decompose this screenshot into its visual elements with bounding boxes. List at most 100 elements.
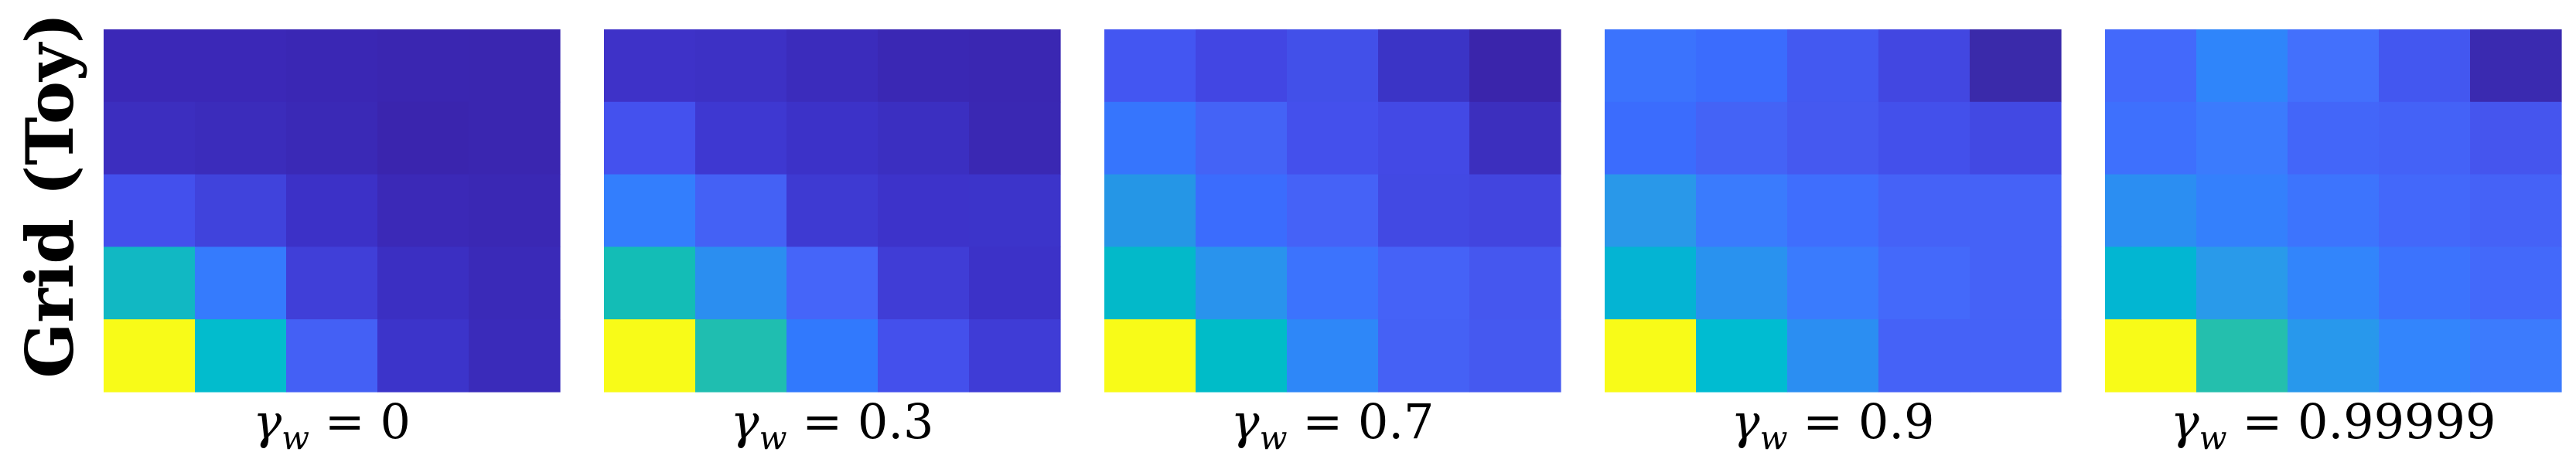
- heatmap-cell: [878, 101, 970, 175]
- heatmap-cell: [1287, 101, 1379, 175]
- caption-symbol: γ: [1231, 393, 1261, 450]
- heatmap-cell: [695, 246, 787, 320]
- heatmap-cell: [1878, 319, 1970, 393]
- caption-subscript: w: [2199, 419, 2227, 457]
- panel-caption: γw = 0: [253, 393, 411, 457]
- heatmap-cell: [2105, 101, 2197, 175]
- heatmap-cell: [2288, 29, 2380, 103]
- heatmap-cell: [878, 174, 970, 247]
- heatmap-cell: [1787, 319, 1879, 393]
- heatmap-cell: [969, 29, 1061, 103]
- heatmap-cell: [604, 174, 696, 247]
- heatmap-cell: [286, 246, 378, 320]
- heatmap-cell: [1287, 174, 1379, 247]
- heatmap-cell: [786, 29, 879, 103]
- heatmap-cell: [2288, 246, 2380, 320]
- heatmap-cell: [604, 101, 696, 175]
- heatmap-cell: [969, 174, 1061, 247]
- heatmap-cell: [377, 29, 469, 103]
- heatmap-cell: [1196, 101, 1288, 175]
- caption-symbol: γ: [731, 393, 760, 450]
- heatmap-cell: [377, 174, 469, 247]
- heatmap-cell: [969, 319, 1061, 393]
- heatmap-cell: [1696, 101, 1788, 175]
- heatmap-cell: [1196, 319, 1288, 393]
- heatmap-panels: γw = 0 γw = 0.3 γw = 0.7 γw = 0.9 γw = 0.999…: [104, 29, 2562, 457]
- heatmap-cell: [2105, 29, 2197, 103]
- heatmap-cell: [1696, 246, 1788, 320]
- heatmap-cell: [786, 174, 879, 247]
- heatmap-cell: [2470, 319, 2562, 393]
- heatmap-cell: [1469, 174, 1561, 247]
- heatmap-cell: [1378, 101, 1470, 175]
- heatmap-cell: [695, 174, 787, 247]
- heatmap-cell: [469, 319, 561, 393]
- heatmap-cell: [1878, 29, 1970, 103]
- heatmap-cell: [786, 246, 879, 320]
- heatmap-cell: [695, 319, 787, 393]
- heatmap-cell: [2379, 319, 2471, 393]
- heatmap-cell: [104, 246, 196, 320]
- heatmap-cell: [1287, 319, 1379, 393]
- heatmap-cell: [2105, 319, 2197, 393]
- heatmap-cell: [104, 101, 196, 175]
- heatmap-cell: [2470, 29, 2562, 103]
- heatmap-cell: [1787, 101, 1879, 175]
- heatmap-cell: [2470, 174, 2562, 247]
- heatmap-cell: [1469, 101, 1561, 175]
- heatmap-cell: [1605, 174, 1697, 247]
- caption-subscript: w: [281, 419, 309, 457]
- heatmap-cell: [1970, 29, 2062, 103]
- heatmap-cell: [1104, 29, 1196, 103]
- heatmap-cell: [2196, 174, 2288, 247]
- heatmap-cell: [695, 101, 787, 175]
- heatmap-panel-1: γw = 0: [104, 29, 561, 457]
- heatmap-cell: [2288, 174, 2380, 247]
- heatmap-panel-3: γw = 0.7: [1104, 29, 1561, 457]
- heatmap-cell: [786, 101, 879, 175]
- heatmap-cell: [2196, 246, 2288, 320]
- heatmap-cell: [1787, 29, 1879, 103]
- heatmap-cell: [1469, 319, 1561, 393]
- caption-subscript: w: [1260, 419, 1288, 457]
- row-label: Grid (Toy): [12, 12, 88, 378]
- heatmap-cell: [1104, 101, 1196, 175]
- heatmap-cell: [1378, 174, 1470, 247]
- caption-value: 0.7: [1358, 393, 1435, 450]
- heatmap-cell: [1104, 319, 1196, 393]
- heatmap-cell: [104, 29, 196, 103]
- caption-symbol: γ: [2171, 393, 2200, 450]
- heatmap-cell: [878, 319, 970, 393]
- heatmap-cell: [1878, 101, 1970, 175]
- panel-caption: γw = 0.3: [731, 393, 934, 457]
- caption-relation: =: [309, 393, 380, 450]
- heatmap-cell: [104, 319, 196, 393]
- heatmap-cell: [1378, 246, 1470, 320]
- heatmap-cell: [2196, 29, 2288, 103]
- heatmap-cell: [1787, 174, 1879, 247]
- heatmap-cell: [969, 101, 1061, 175]
- caption-subscript: w: [759, 419, 787, 457]
- heatmap-cell: [878, 246, 970, 320]
- caption-relation: =: [1288, 393, 1358, 450]
- heatmap-cell: [2196, 101, 2288, 175]
- heatmap-cell: [1605, 101, 1697, 175]
- heatmap-cell: [1287, 29, 1379, 103]
- heatmap-cell: [2379, 174, 2471, 247]
- heatmap-cell: [1287, 246, 1379, 320]
- heatmap-cell: [1469, 29, 1561, 103]
- heatmap-cell: [2379, 29, 2471, 103]
- heatmap-cell: [1196, 174, 1288, 247]
- heatmap-cell: [1970, 246, 2062, 320]
- heatmap-cell: [286, 29, 378, 103]
- panel-caption: γw = 0.7: [1231, 393, 1435, 457]
- heatmap-cell: [1696, 319, 1788, 393]
- heatmap-cell: [286, 319, 378, 393]
- heatmap-cell: [1605, 29, 1697, 103]
- heatmap-cell: [604, 246, 696, 320]
- heatmap-cell: [2470, 101, 2562, 175]
- heatmap-cell: [1605, 246, 1697, 320]
- heatmap-cell: [786, 319, 879, 393]
- caption-value: 0: [380, 393, 410, 450]
- heatmap-cell: [1696, 174, 1788, 247]
